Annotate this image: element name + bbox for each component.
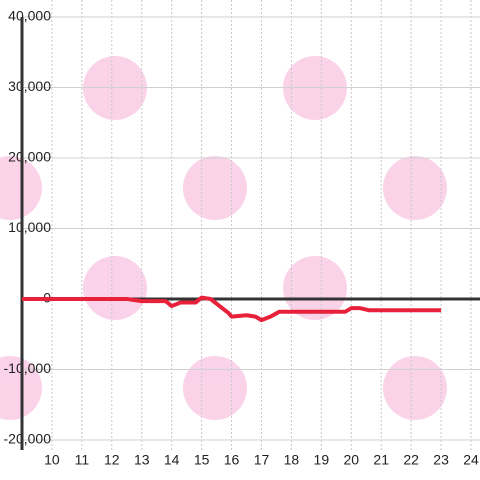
x-tick-label: 16 [224,452,240,468]
x-tick-label: 13 [134,452,150,468]
x-tick-label: 24 [463,452,479,468]
x-tick-label: 23 [433,452,449,468]
y-tick-label: 30,000 [8,78,51,94]
x-tick-label: 21 [373,452,389,468]
watermark [183,156,247,220]
y-tick-label: -20,000 [4,431,52,447]
watermarks [0,56,447,420]
x-tick-label: 15 [194,452,210,468]
y-tick-label: 40,000 [8,8,51,24]
watermark [83,256,147,320]
watermark [183,356,247,420]
watermark [283,256,347,320]
x-tick-label: 10 [44,452,60,468]
x-tick-label: 14 [164,452,180,468]
y-tick-label: 10,000 [8,219,51,235]
y-tick-label: -10,000 [4,360,52,376]
x-tick-label: 20 [343,452,359,468]
x-tick-label: 11 [75,452,90,468]
x-tick-label: 17 [254,452,270,468]
watermark [383,356,447,420]
x-tick-label: 22 [403,452,419,468]
watermark [383,156,447,220]
y-tick-label: 20,000 [8,149,51,165]
x-tick-label: 19 [314,452,330,468]
x-tick-label: 18 [284,452,300,468]
data-line [22,295,442,323]
x-tick-label: 12 [104,452,120,468]
